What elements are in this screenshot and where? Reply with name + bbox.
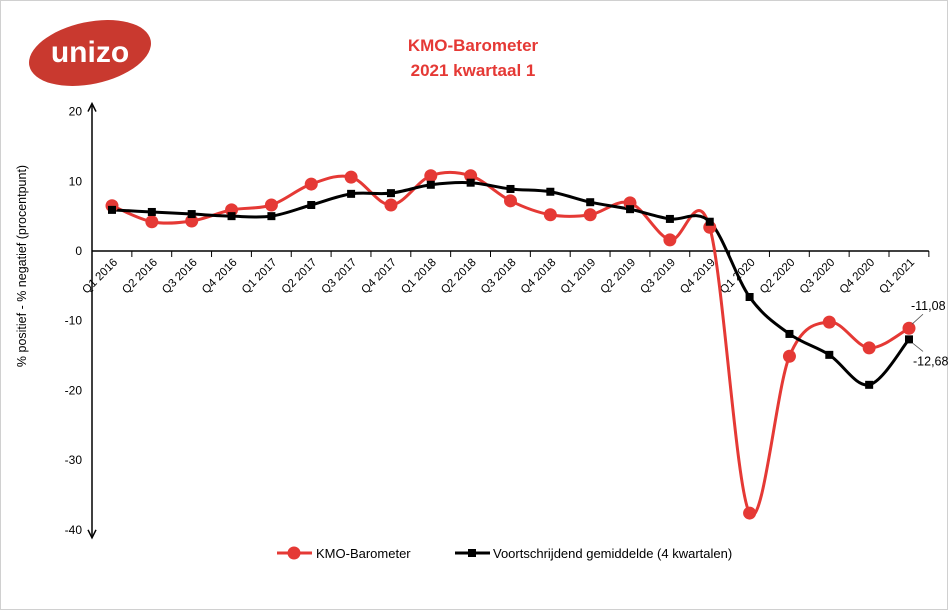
kmo-barometer-point bbox=[663, 233, 677, 247]
moving-average-point bbox=[386, 189, 395, 198]
y-tick-label: -10 bbox=[65, 314, 83, 328]
moving-average-point bbox=[586, 198, 595, 207]
kmo-barometer-point bbox=[504, 194, 517, 208]
moving-average-point bbox=[785, 329, 794, 338]
kmo-barometer-point bbox=[344, 170, 358, 184]
kmo-barometer-point bbox=[902, 321, 916, 335]
kmo-barometer-point bbox=[583, 208, 597, 222]
svg-text:unizo: unizo bbox=[51, 36, 129, 69]
x-tick-label: Q2 2017 bbox=[280, 257, 320, 297]
data-label-leader bbox=[912, 343, 924, 352]
x-tick-label: Q2 2019 bbox=[598, 257, 638, 297]
x-tick-label: Q3 2017 bbox=[320, 257, 360, 297]
x-tick-label: Q4 2017 bbox=[359, 257, 399, 297]
moving-average-point bbox=[865, 380, 874, 389]
x-tick-label: Q1 2019 bbox=[559, 257, 599, 297]
kmo-barometer-point bbox=[782, 349, 796, 363]
moving-average-point bbox=[705, 217, 714, 226]
x-tick-label: Q2 2016 bbox=[120, 257, 160, 297]
y-tick-label: 20 bbox=[69, 105, 83, 119]
kmo-barometer-point bbox=[862, 341, 876, 355]
moving-average-point bbox=[147, 207, 156, 216]
moving-average-point bbox=[307, 200, 316, 209]
y-tick-label: 0 bbox=[75, 244, 82, 258]
moving-average-point bbox=[626, 205, 635, 214]
moving-average-point bbox=[825, 350, 834, 359]
moving-average-point bbox=[745, 293, 754, 302]
moving-average-point bbox=[187, 210, 196, 219]
moving-average-point bbox=[506, 184, 515, 193]
moving-average-point bbox=[108, 205, 116, 214]
moving-average-point bbox=[546, 187, 555, 196]
x-tick-label: Q3 2019 bbox=[638, 257, 678, 297]
x-tick-label: Q1 2016 bbox=[80, 257, 120, 297]
moving-average-point bbox=[905, 335, 913, 344]
kmo-barometer-point bbox=[743, 506, 757, 520]
y-tick-label: -20 bbox=[65, 383, 83, 397]
x-tick-label: Q2 2020 bbox=[758, 257, 798, 297]
x-tick-label: Q2 2018 bbox=[439, 257, 479, 297]
x-tick-label: Q1 2018 bbox=[399, 257, 439, 297]
data-label-leader bbox=[911, 313, 924, 325]
kmo-barometer-point bbox=[304, 177, 318, 191]
y-axis-label: % positief - % negatief (procentpunt) bbox=[15, 165, 29, 367]
moving-average-point bbox=[426, 180, 435, 189]
moving-average-point bbox=[665, 214, 674, 223]
kmo-barometer-point bbox=[384, 198, 398, 212]
x-tick-label: Q4 2016 bbox=[200, 257, 240, 297]
y-tick-label: 10 bbox=[69, 174, 83, 188]
legend-average-label: Voortschrijdend gemiddelde (4 kwartalen) bbox=[493, 546, 732, 561]
moving-average-point bbox=[267, 212, 276, 221]
kmo-barometer-line bbox=[111, 170, 910, 517]
moving-average-point bbox=[347, 189, 356, 198]
kmo-barometer-point bbox=[543, 208, 557, 222]
y-axis-arrow-up bbox=[87, 101, 97, 112]
kmo-barometer-point bbox=[264, 198, 278, 212]
moving-average-point bbox=[227, 212, 236, 221]
data-label-average-last: -12,68 bbox=[913, 354, 948, 368]
y-tick-label: -40 bbox=[65, 523, 83, 537]
chart-title: KMO-Barometer bbox=[407, 36, 539, 55]
y-axis-arrow-down bbox=[87, 529, 97, 540]
y-tick-label: -30 bbox=[65, 453, 83, 467]
x-tick-label: Q4 2020 bbox=[838, 257, 878, 297]
legend-kmo-label: KMO-Barometer bbox=[316, 546, 411, 561]
legend-kmo-marker bbox=[287, 546, 301, 560]
x-tick-label: Q4 2018 bbox=[519, 257, 559, 297]
legend-average-marker bbox=[468, 549, 476, 557]
x-tick-label: Q4 2019 bbox=[678, 257, 718, 297]
chart-subtitle: 2021 kwartaal 1 bbox=[410, 61, 536, 80]
x-tick-label: Q3 2016 bbox=[160, 257, 200, 297]
moving-average-point bbox=[466, 178, 475, 187]
x-tick-label: Q3 2018 bbox=[479, 257, 519, 297]
data-label-kmo-last: -11,08 bbox=[911, 299, 946, 313]
unizo-logo: unizo bbox=[29, 20, 151, 86]
kmo-barometer-point bbox=[424, 169, 438, 183]
x-tick-label: Q1 2017 bbox=[240, 257, 280, 297]
x-tick-label: Q3 2020 bbox=[798, 257, 838, 297]
kmo-barometer-point bbox=[822, 315, 836, 329]
kmo-barometer-point bbox=[145, 215, 159, 229]
x-tick-label: Q1 2021 bbox=[877, 257, 917, 297]
